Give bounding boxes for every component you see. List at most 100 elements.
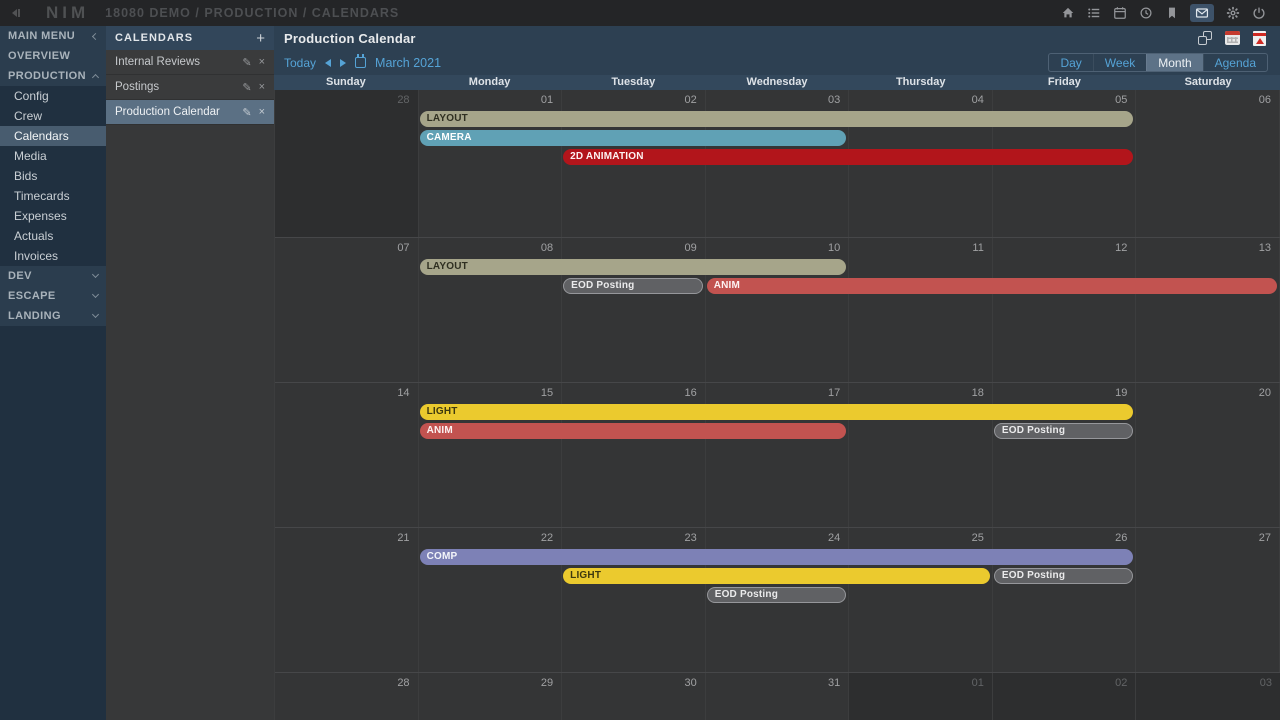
calendar-cell[interactable]: 31 [706,673,850,720]
power-icon[interactable] [1251,6,1266,21]
event-bar-layout[interactable]: LAYOUT [419,259,847,275]
delete-icon[interactable]: × [258,81,265,93]
calendar-cell[interactable]: 05 [993,90,1137,237]
calendar-cell[interactable]: 12 [993,238,1137,382]
sidebar-item-escape[interactable]: ESCAPE [0,286,106,306]
calendar-cell[interactable]: 11 [849,238,993,382]
sidebar-item-timecards[interactable]: Timecards [0,186,106,206]
next-month-icon[interactable] [340,58,347,67]
sidebar-item-label: Invoices [14,249,59,263]
delete-icon[interactable]: × [258,106,265,118]
sidebar-toggle-icon[interactable] [12,9,20,17]
calendar-cell[interactable]: 03 [1136,673,1280,720]
bookmark-icon[interactable] [1164,6,1179,21]
calendar-cell[interactable]: 08 [419,238,563,382]
event-bar-2d-animation[interactable]: 2D ANIMATION [563,149,1134,165]
calendar-cell[interactable]: 01 [419,90,563,237]
sidebar-item-dev[interactable]: DEV [0,266,106,286]
calendar-cell[interactable]: 19 [993,383,1137,527]
event-bar-eod-posting[interactable]: EOD Posting [993,423,1134,439]
day-header-saturday: Saturday [1184,76,1232,88]
event-bar-layout[interactable]: LAYOUT [419,111,1134,127]
event-bar-light[interactable]: LIGHT [419,404,1134,420]
copy-icon[interactable] [1198,31,1212,45]
calendar-list-item-postings[interactable]: Postings ✎ × [106,75,274,100]
delete-icon[interactable]: × [258,56,265,68]
export-pdf-icon[interactable] [1253,30,1266,46]
calendar-cell[interactable]: 21 [275,528,419,672]
date-number: 24 [828,532,841,544]
calendar-cell[interactable]: 15 [419,383,563,527]
calendar-list-item-production-calendar[interactable]: Production Calendar ✎ × [106,100,274,125]
calendar-cell[interactable]: 18 [849,383,993,527]
sidebar-item-config[interactable]: Config [0,86,106,106]
event-bar-eod-posting[interactable]: EOD Posting [993,568,1134,584]
calendar-cell[interactable]: 26 [993,528,1137,672]
calendars-list: Internal Reviews ✎ × Postings ✎ × Production C… [106,50,274,125]
view-button-day[interactable]: Day [1060,56,1082,70]
event-bar-camera[interactable]: CAMERA [419,130,847,146]
calendar-cell[interactable]: 10 [706,238,850,382]
mail-icon[interactable] [1190,4,1214,22]
view-button-week[interactable]: Week [1092,54,1146,71]
clock-icon[interactable] [1138,6,1153,21]
add-calendar-button[interactable]: + [256,29,265,47]
calendar-cell[interactable]: 06 [1136,90,1280,237]
calendar-cell[interactable]: 24 [706,528,850,672]
calendar-cell[interactable]: 25 [849,528,993,672]
event-bar-anim[interactable]: ANIM [706,278,1277,294]
month-picker-icon[interactable] [355,54,367,68]
sidebar-item-label: Bids [14,169,38,183]
home-icon[interactable] [1060,6,1075,21]
sidebar-item-landing[interactable]: LANDING [0,306,106,326]
calendar-cell[interactable]: 30 [562,673,706,720]
gear-icon[interactable] [1225,6,1240,21]
calendar-cell[interactable]: 22 [419,528,563,672]
view-button-agenda[interactable]: Agenda [1202,54,1267,71]
calendar-icon[interactable] [1112,6,1127,21]
calendar-cell[interactable]: 29 [419,673,563,720]
calendar-cell[interactable]: 20 [1136,383,1280,527]
calendar-list-item-internal-reviews[interactable]: Internal Reviews ✎ × [106,50,274,75]
event-bar-light[interactable]: LIGHT [563,568,990,584]
list-icon[interactable] [1086,6,1101,21]
calendar-cell[interactable]: 16 [562,383,706,527]
calendar-cell[interactable]: 23 [562,528,706,672]
edit-icon[interactable]: ✎ [242,81,252,94]
calendar-cell[interactable]: 28 [275,90,419,237]
edit-icon[interactable]: ✎ [242,56,252,69]
sidebar-item-actuals[interactable]: Actuals [0,226,106,246]
sidebar-item-overview[interactable]: OVERVIEW [0,46,106,66]
calendar-cell[interactable]: 28 [275,673,419,720]
calendar-cell[interactable]: 09 [562,238,706,382]
calendar-cell[interactable]: 07 [275,238,419,382]
sidebar-item-production[interactable]: PRODUCTION [0,66,106,86]
sidebar-item-label: Actuals [14,229,54,243]
current-month-label[interactable]: March 2021 [375,55,442,70]
date-number: 14 [397,387,410,399]
calendar-cell[interactable]: 27 [1136,528,1280,672]
event-bar-eod-posting[interactable]: EOD Posting [706,587,847,603]
sidebar-item-calendars[interactable]: Calendars [0,126,106,146]
date-number: 03 [828,94,841,106]
event-bar-eod-posting[interactable]: EOD Posting [563,278,703,294]
view-button-month[interactable]: Month [1146,54,1203,71]
sidebar-item-main-menu[interactable]: MAIN MENU [0,26,106,46]
calendar-cell[interactable]: 02 [992,673,1137,720]
calendar-cell[interactable]: 17 [706,383,850,527]
sidebar-item-bids[interactable]: Bids [0,166,106,186]
event-bar-anim[interactable]: ANIM [419,423,847,439]
sidebar-item-invoices[interactable]: Invoices [0,246,106,266]
sidebar-item-crew[interactable]: Crew [0,106,106,126]
sidebar-item-expenses[interactable]: Expenses [0,206,106,226]
prev-month-icon[interactable] [325,58,332,67]
export-calendar-icon[interactable] [1225,31,1240,45]
calendar-week-row: 07 08 09 10 11 12 13 LAYOUT EOD Posting ANIM [275,237,1280,382]
today-button[interactable]: Today [284,55,317,70]
calendar-cell[interactable]: 14 [275,383,419,527]
edit-icon[interactable]: ✎ [242,106,252,119]
calendar-cell[interactable]: 01 [849,673,993,720]
calendar-cell[interactable]: 13 [1136,238,1280,382]
event-bar-comp[interactable]: COMP [419,549,1134,565]
sidebar-item-media[interactable]: Media [0,146,106,166]
